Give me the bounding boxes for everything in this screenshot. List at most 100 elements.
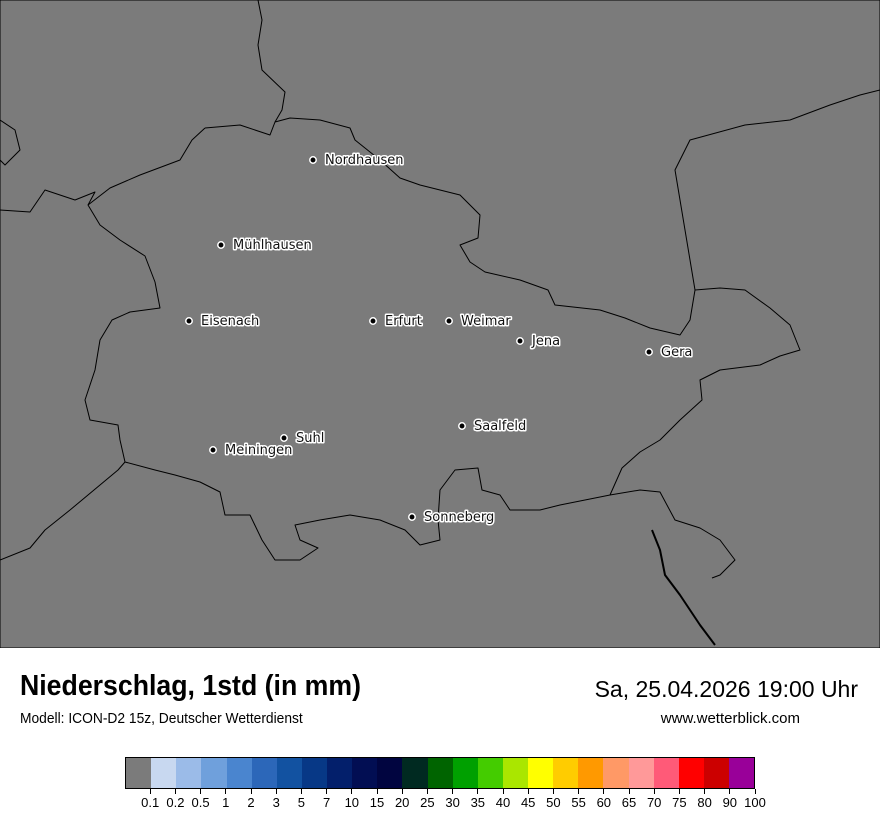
- border-east-south: [609, 489, 736, 579]
- legend-color-swatch: [301, 758, 327, 788]
- legend-color-swatch: [126, 758, 152, 788]
- legend-tick: [578, 789, 580, 794]
- legend-color-swatch: [276, 758, 302, 788]
- legend-tick-label: 40: [495, 795, 511, 810]
- legend-color-swatch: [327, 758, 353, 788]
- legend-color-swatch: [402, 758, 428, 788]
- city-label: Jena: [531, 334, 560, 349]
- legend-tick-label: 100: [744, 795, 766, 810]
- legend-color-swatch: [477, 758, 503, 788]
- legend-tick: [401, 789, 403, 794]
- legend-color-swatch: [678, 758, 704, 788]
- city-marker: [645, 348, 653, 356]
- legend-tick-label: 20: [394, 795, 410, 810]
- legend-tick-label: 10: [344, 795, 360, 810]
- legend-color-swatch: [452, 758, 478, 788]
- legend-color-swatch: [201, 758, 227, 788]
- city-label: Sonneberg: [424, 510, 494, 525]
- legend-color-swatch: [603, 758, 629, 788]
- legend-tick: [300, 789, 302, 794]
- legend-color-swatch: [553, 758, 579, 788]
- legend-tick-label: 60: [596, 795, 612, 810]
- city-marker: [516, 337, 524, 345]
- website-link[interactable]: www.wetterblick.com: [660, 710, 800, 727]
- border-north: [257, 0, 286, 123]
- legend-tick: [174, 789, 176, 794]
- legend-tick: [426, 789, 428, 794]
- city-label: Meiningen: [225, 443, 292, 458]
- legend-tick-label: 5: [297, 795, 306, 810]
- city-label: Weimar: [461, 314, 511, 329]
- legend-tick: [376, 789, 378, 794]
- legend-tick-label: 35: [470, 795, 486, 810]
- legend-tick-label: 25: [420, 795, 435, 810]
- legend-tick: [275, 789, 277, 794]
- border-thuringia: [84, 117, 801, 561]
- city-marker: [369, 317, 377, 325]
- city-marker: [458, 422, 466, 430]
- legend-color-swatch: [226, 758, 252, 788]
- legend-tick: [653, 789, 655, 794]
- legend-tick: [250, 789, 252, 794]
- city-marker: [445, 317, 453, 325]
- legend-tick: [754, 789, 756, 794]
- border-czech: [651, 529, 716, 646]
- legend-tick: [351, 789, 353, 794]
- city-marker: [185, 317, 193, 325]
- city-label: Erfurt: [385, 314, 422, 329]
- legend-color-swatch: [528, 758, 554, 788]
- legend-color-swatch: [151, 758, 177, 788]
- city-label: Mühlhausen: [233, 238, 312, 253]
- legend-color-swatch: [251, 758, 277, 788]
- legend-tick: [678, 789, 680, 794]
- city-marker: [408, 513, 416, 521]
- legend-tick-label: 65: [621, 795, 637, 810]
- forecast-datetime: Sa, 25.04.2026 19:00 Uhr: [594, 676, 858, 702]
- legend-tick-label: 70: [646, 795, 662, 810]
- color-legend-ticks: 0.1 0.2 0.5 1 2 3 5 7 10 15 20 25 30 35 40 45 50 55 60 65 70…: [125, 789, 766, 819]
- legend-color-swatch: [729, 758, 755, 788]
- legend-tick-label: 3: [272, 795, 280, 810]
- legend-tick-label: 90: [722, 795, 738, 810]
- border-east: [674, 89, 880, 291]
- legend-tick-label: 7: [322, 795, 331, 810]
- legend-tick: [628, 789, 630, 794]
- legend-color-swatch: [352, 758, 378, 788]
- legend-color-swatch: [703, 758, 729, 788]
- color-legend: [125, 757, 755, 789]
- city-label: Eisenach: [201, 314, 259, 329]
- legend-tick: [527, 789, 529, 794]
- legend-tick-label: 80: [697, 795, 712, 810]
- legend-color-swatch: [628, 758, 654, 788]
- legend-tick-label: 55: [571, 795, 586, 810]
- legend-tick-label: 2: [247, 795, 255, 810]
- legend-color-swatch: [176, 758, 202, 788]
- precipitation-map[interactable]: Nordhausen Mühlhausen Eisenach Erfurt Weimar…: [0, 0, 880, 648]
- legend-tick: [326, 789, 328, 794]
- legend-tick-label: 50: [546, 795, 561, 810]
- legend-color-swatch: [427, 758, 453, 788]
- legend-tick: [477, 789, 479, 794]
- legend-tick: [502, 789, 504, 794]
- legend-color-swatch: [377, 758, 403, 788]
- legend-tick-label: 15: [369, 795, 385, 810]
- legend-tick: [704, 789, 706, 794]
- legend-tick-label: 0.1: [141, 795, 160, 810]
- legend-tick: [452, 789, 454, 794]
- border-south-west: [0, 461, 126, 561]
- legend-tick-label: 30: [445, 795, 460, 810]
- legend-tick-label: 75: [672, 795, 687, 810]
- model-subtitle: Modell: ICON-D2 15z, Deutscher Wetterdie…: [20, 710, 303, 727]
- legend-tick: [603, 789, 605, 794]
- border-west-2: [0, 119, 21, 166]
- city-label: Gera: [661, 345, 692, 360]
- map-background: [0, 0, 880, 648]
- legend-tick-label: 1: [222, 795, 230, 810]
- legend-color-swatch: [578, 758, 604, 788]
- city-marker: [309, 156, 317, 164]
- legend-tick: [729, 789, 731, 794]
- legend-color-swatch: [502, 758, 528, 788]
- legend-color-swatch: [653, 758, 679, 788]
- legend-tick: [149, 789, 151, 794]
- legend-tick-label: 45: [520, 795, 536, 810]
